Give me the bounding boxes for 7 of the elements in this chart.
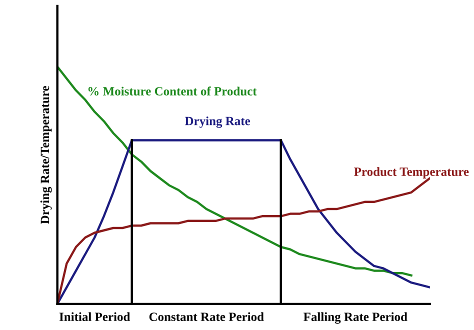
- y-axis-title: Drying Rate/Temperature: [40, 86, 52, 224]
- text: Falling Rate Period: [304, 312, 408, 324]
- series-label: Drying Rate: [184, 116, 250, 128]
- text: Initial Period: [59, 312, 130, 322]
- text: Constant Rate Period: [149, 312, 264, 322]
- series-label: % Moisture Content of Product: [88, 86, 257, 96]
- series-label: Product Temperature: [354, 167, 469, 178]
